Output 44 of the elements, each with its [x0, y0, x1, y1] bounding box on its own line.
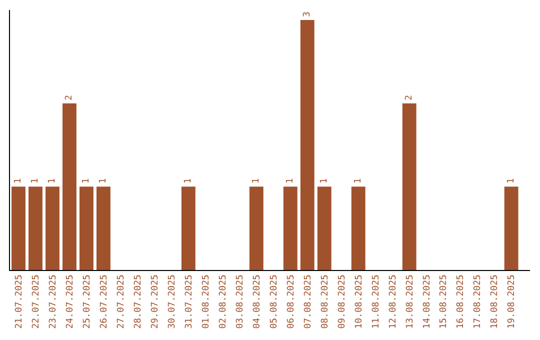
x-tick-label: 15.08.2025	[439, 274, 450, 329]
data-label: 1	[98, 178, 108, 184]
x-tick-label: 29.07.2025	[150, 274, 160, 329]
data-label: 1	[251, 178, 262, 184]
x-tick-label: 27.07.2025	[116, 274, 126, 329]
x-tick-label: 05.08.2025	[269, 274, 280, 329]
x-tick-label: 26.07.2025	[99, 274, 110, 329]
x-tick-label: 03.08.2025	[235, 274, 246, 329]
x-tick-label: 28.07.2025	[133, 274, 144, 329]
x-tick-label: 07.08.2025	[303, 274, 314, 329]
x-tick-label: 18.08.2025	[490, 274, 500, 329]
data-label: 1	[30, 178, 40, 184]
x-tick-label: 08.08.2025	[320, 274, 330, 329]
x-tick-label: 30.07.2025	[167, 274, 178, 329]
data-label: 1	[319, 178, 330, 184]
x-tick-label: 12.08.2025	[388, 274, 398, 329]
data-label: 3	[302, 12, 312, 17]
data-label: 1	[353, 178, 364, 184]
x-tick-label: 10.08.2025	[354, 274, 364, 329]
x-tick-label: 02.08.2025	[218, 274, 228, 329]
x-tick-label: 01.08.2025	[201, 274, 212, 329]
x-tick-label: 09.08.2025	[337, 274, 348, 329]
x-tick-label: 24.07.2025	[65, 274, 76, 329]
x-tick-label: 16.08.2025	[456, 274, 466, 329]
x-tick-label: 31.07.2025	[184, 274, 194, 329]
x-tick-label: 06.08.2025	[286, 274, 296, 329]
x-tick-label: 21.07.2025	[14, 274, 24, 329]
data-label: 2	[404, 94, 414, 100]
data-label: 2	[64, 94, 74, 100]
data-label: 1	[506, 178, 516, 184]
data-label: 1	[81, 178, 92, 184]
x-tick-label: 11.08.2025	[371, 274, 382, 329]
x-tick-label: 14.08.2025	[422, 274, 432, 329]
x-tick-label: 23.07.2025	[48, 274, 58, 329]
x-tick-label: 19.08.2025	[507, 274, 518, 329]
data-label: 1	[13, 178, 24, 184]
x-tick-label: 22.07.2025	[31, 274, 42, 329]
x-tick-label: 25.07.2025	[82, 274, 92, 329]
x-tick-label: 04.08.2025	[252, 274, 262, 329]
data-label: 1	[47, 178, 58, 184]
x-tick-label: 13.08.2025	[405, 274, 416, 329]
data-label: 1	[285, 178, 296, 184]
data-label: 1	[183, 178, 194, 184]
x-tick-label: 17.08.2025	[473, 274, 484, 329]
